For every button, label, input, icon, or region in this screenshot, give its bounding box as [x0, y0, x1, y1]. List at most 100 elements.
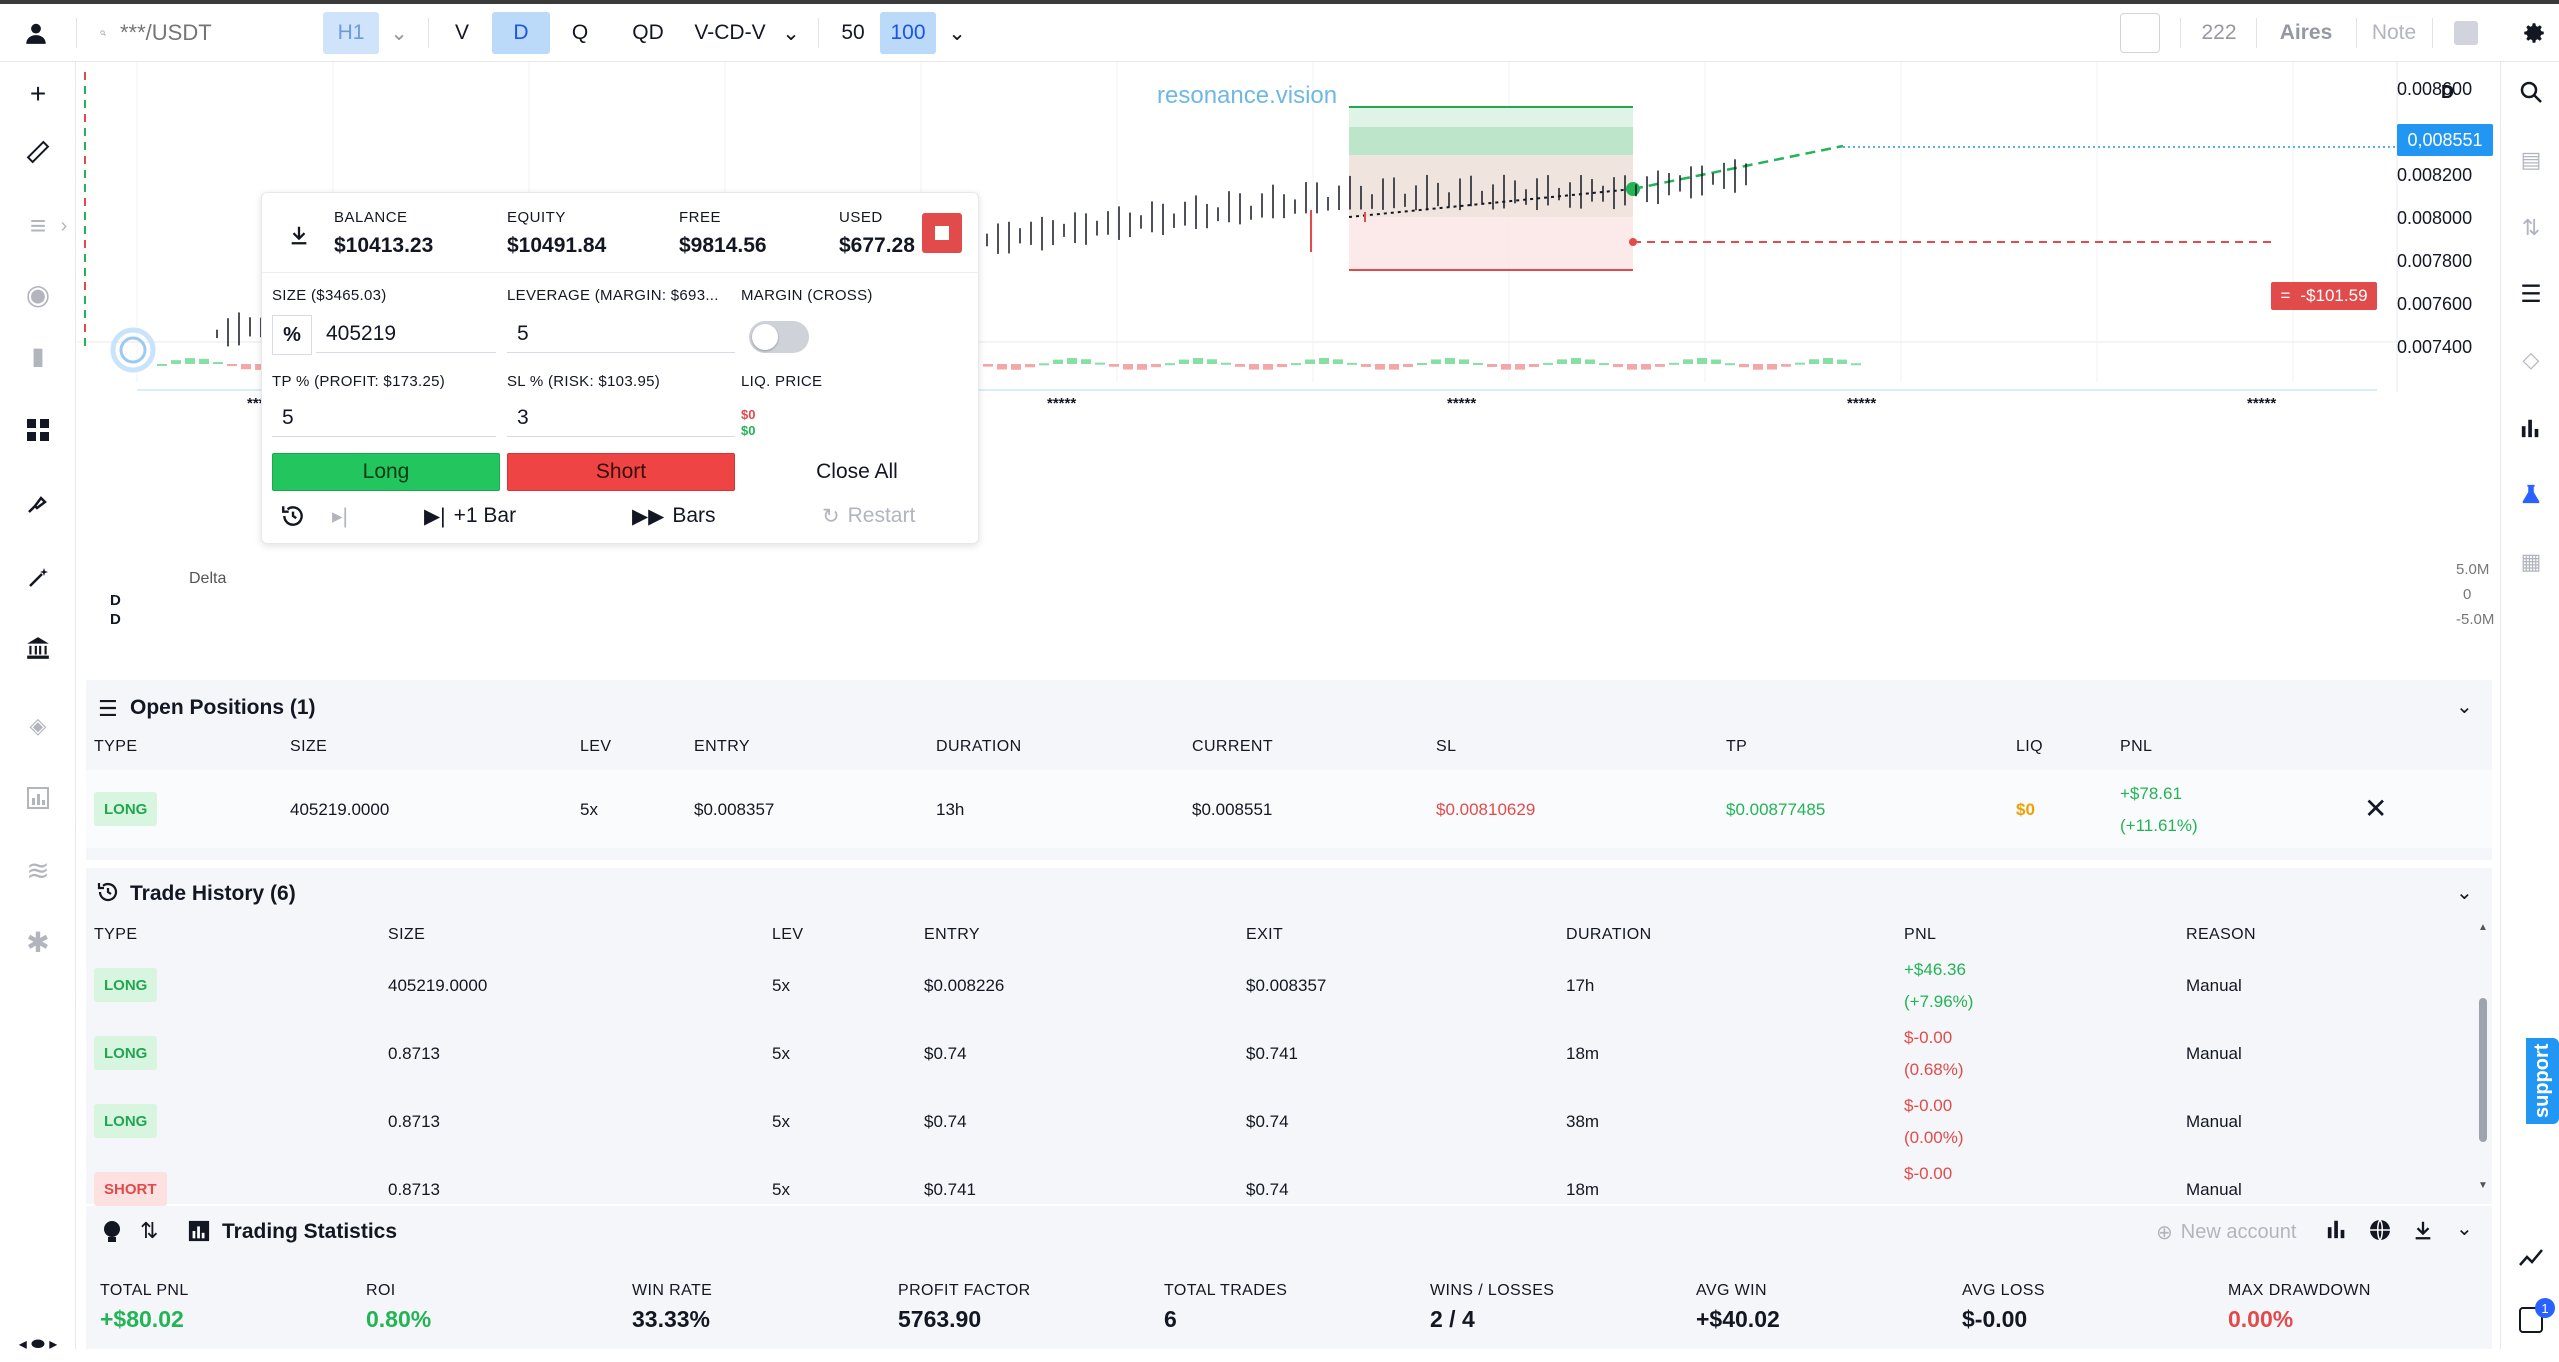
- table-row[interactable]: LONG 0.8713 5x $0.74 $0.74 38m $-0.00 (0.00%) Ma…: [86, 1090, 2466, 1154]
- ruler-icon[interactable]: [20, 134, 56, 170]
- candles-icon[interactable]: ⇅: [140, 1218, 159, 1243]
- toolbar-button-100[interactable]: 100: [880, 12, 936, 54]
- delta-bar: [1725, 363, 1735, 366]
- margin-mode-toggle[interactable]: [749, 321, 809, 353]
- waves-icon[interactable]: ≋: [26, 854, 50, 886]
- collapse-chevron-icon[interactable]: ⌄: [2456, 1218, 2473, 1240]
- table-row[interactable]: LONG 405219.0000 5x $0.008357 13h $0.008…: [86, 770, 2492, 848]
- interval-button[interactable]: H1: [323, 12, 379, 54]
- symbol-search-input[interactable]: [120, 20, 320, 46]
- plus-bar-button[interactable]: ▶| +1 Bar: [424, 504, 517, 528]
- tp-input[interactable]: [272, 399, 496, 437]
- long-button[interactable]: Long: [272, 453, 500, 491]
- table-row[interactable]: LONG 0.8713 5x $0.74 $0.741 18m $-0.00 (0.68%) M…: [86, 1022, 2466, 1086]
- lightbulb-icon[interactable]: [102, 1220, 122, 1242]
- stop-icon: [935, 226, 949, 240]
- size-input[interactable]: [316, 315, 496, 353]
- download-icon[interactable]: [2412, 1218, 2434, 1247]
- screenshot-icon[interactable]: [2448, 12, 2484, 54]
- trade-pnl: $-0.00: [1904, 1164, 1953, 1183]
- column-header: TP: [1726, 738, 1748, 755]
- trade-entry: $0.74: [924, 1044, 967, 1063]
- drag-handle-icon[interactable]: =: [2280, 286, 2291, 305]
- flask-icon[interactable]: [2513, 476, 2549, 512]
- bars-button[interactable]: ▶▶ Bars: [632, 504, 716, 528]
- globe-icon[interactable]: [2368, 1218, 2392, 1247]
- trash-icon[interactable]: ▮: [31, 342, 45, 370]
- notifications-icon[interactable]: 1: [2513, 1298, 2555, 1338]
- magic-wand-icon[interactable]: [20, 560, 56, 596]
- toolbar-button-50[interactable]: 50: [841, 21, 865, 44]
- restart-icon: ↻: [822, 504, 840, 528]
- gear-icon[interactable]: [2516, 12, 2552, 54]
- count-chevron-icon[interactable]: ⌄: [948, 21, 966, 45]
- bar-chart-icon[interactable]: [2513, 410, 2549, 446]
- collapse-chevron-icon[interactable]: ⌄: [2456, 696, 2473, 718]
- free-stat: FREE $9814.56: [679, 209, 767, 257]
- trend-line-icon[interactable]: [2513, 1240, 2549, 1276]
- list-icon: ☰: [98, 696, 118, 721]
- collapse-chevron-icon[interactable]: ⌄: [2456, 882, 2473, 904]
- table-row[interactable]: SHORT 0.8713 5x $0.741 $0.74 18m $-0.00 Manual: [86, 1158, 2466, 1222]
- toolbar-button-vcdv[interactable]: V-CD-V: [694, 21, 766, 44]
- bank-icon[interactable]: [20, 630, 56, 666]
- support-tab[interactable]: support: [2526, 1038, 2559, 1124]
- history-icon[interactable]: [280, 499, 306, 533]
- close-all-button[interactable]: Close All: [816, 460, 898, 483]
- vcdv-chevron-icon[interactable]: ⌄: [782, 21, 800, 45]
- plus-circle-icon: ⊕: [2156, 1222, 2173, 1244]
- symbol-search[interactable]: [100, 12, 320, 54]
- loading-ring: [110, 327, 156, 373]
- toolbar-button-qd[interactable]: QD: [632, 21, 664, 44]
- close-position-icon[interactable]: ✕: [2364, 793, 2388, 824]
- document-icon[interactable]: ▤: [2520, 147, 2542, 172]
- delta-bar: [1361, 364, 1371, 367]
- note-button[interactable]: Note: [2371, 21, 2417, 44]
- sl-input[interactable]: [507, 399, 735, 437]
- layers-icon[interactable]: ◈: [29, 713, 47, 738]
- stop-button[interactable]: [922, 213, 962, 253]
- size-unit-toggle[interactable]: %: [272, 315, 312, 355]
- trade-entry: $0.008226: [924, 976, 1005, 995]
- tp-label: TP % (PROFIT: $173.25): [272, 373, 446, 390]
- table-row[interactable]: LONG 405219.0000 5x $0.008226 $0.008357 17h +$…: [86, 954, 2466, 1018]
- scrollbar[interactable]: ▲ ▼: [2478, 922, 2488, 1191]
- position-tp[interactable]: $0.00877485: [1726, 800, 1826, 819]
- stat-value: 0.80%: [366, 1306, 432, 1332]
- compare-arrows-icon[interactable]: ⇅: [2521, 215, 2541, 240]
- short-button[interactable]: Short: [507, 453, 735, 491]
- scroll-controls[interactable]: ◂ ⬬ ▸: [18, 1336, 58, 1353]
- eye-icon[interactable]: ◉: [25, 278, 51, 310]
- user-icon[interactable]: [16, 12, 56, 54]
- list-icon[interactable]: ☰: [2520, 280, 2542, 308]
- bar-chart-icon[interactable]: [2326, 1218, 2348, 1245]
- column-header: DURATION: [936, 738, 1022, 755]
- price-axis-tick: 0.007600: [2397, 294, 2473, 314]
- layers-stack-icon[interactable]: ◇: [2522, 347, 2540, 372]
- liq-price-label: LIQ. PRICE: [741, 373, 823, 390]
- skip-end-icon[interactable]: ▸|: [332, 504, 348, 528]
- table-icon[interactable]: ▦: [2520, 549, 2542, 574]
- download-icon[interactable]: [288, 223, 310, 252]
- delta-bar: [1529, 364, 1539, 367]
- search-icon[interactable]: [2513, 74, 2549, 110]
- interval-chevron-icon[interactable]: ⌄: [390, 21, 408, 45]
- position-sl[interactable]: $0.00810629: [1436, 800, 1536, 819]
- delta-bar: [1501, 364, 1511, 370]
- sparkle-icon[interactable]: ✱: [26, 926, 50, 958]
- chart-bars-icon[interactable]: [20, 780, 56, 816]
- brush-icon[interactable]: [20, 486, 56, 522]
- toolbar-button-q[interactable]: Q: [571, 21, 589, 44]
- brand-aires[interactable]: Aires: [2279, 21, 2333, 44]
- crosshair-plus-icon[interactable]: +: [29, 78, 47, 109]
- restart-button[interactable]: ↻ Restart: [822, 504, 916, 528]
- checkbox[interactable]: [2118, 12, 2162, 54]
- new-account-button[interactable]: ⊕ New account: [2156, 1221, 2297, 1244]
- trade-reason: Manual: [2186, 1044, 2242, 1063]
- grid-icon[interactable]: [20, 412, 56, 448]
- lines-tool-icon[interactable]: ≡: [29, 210, 47, 241]
- chevron-right-icon[interactable]: ›: [60, 214, 68, 237]
- toolbar-button-v[interactable]: V: [454, 21, 469, 44]
- leverage-input[interactable]: [507, 315, 735, 353]
- toolbar-button-d[interactable]: D: [492, 12, 550, 54]
